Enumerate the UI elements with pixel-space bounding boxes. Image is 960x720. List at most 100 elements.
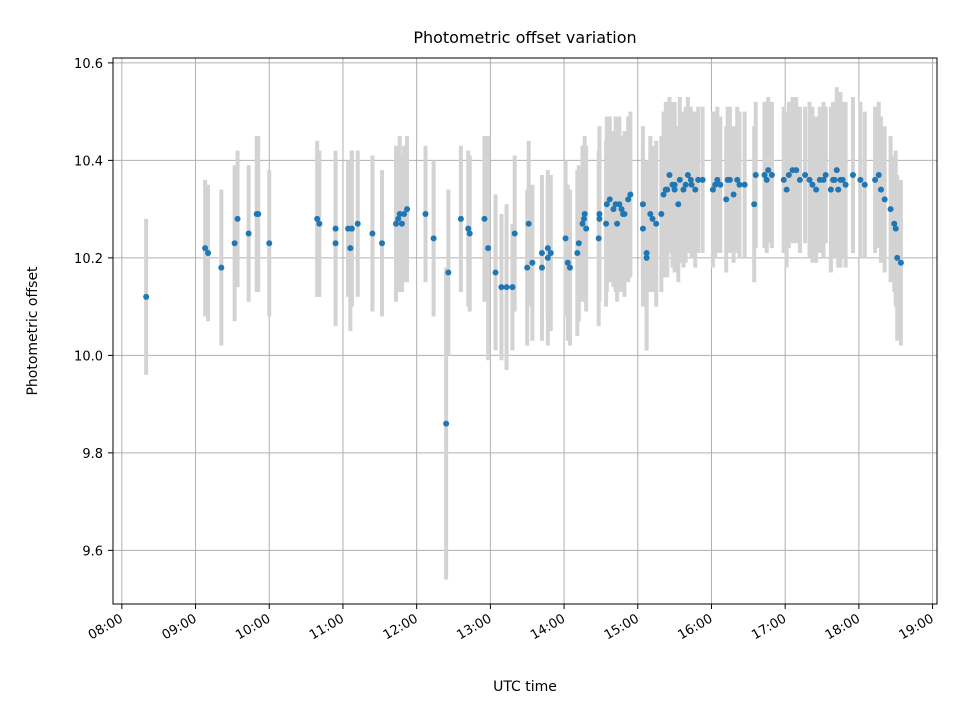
data-point <box>332 225 339 232</box>
data-point <box>734 176 741 183</box>
data-point <box>881 196 888 203</box>
data-point <box>404 206 411 213</box>
data-point <box>765 167 772 174</box>
data-point <box>835 186 842 193</box>
data-point <box>544 245 551 252</box>
y-tick-label: 10.2 <box>74 252 103 267</box>
x-axis-label: UTC time <box>493 679 557 695</box>
data-point <box>393 220 400 227</box>
data-point <box>793 167 800 174</box>
data-point <box>445 269 452 276</box>
data-point <box>780 176 787 183</box>
data-point <box>831 176 838 183</box>
data-point <box>143 293 150 300</box>
data-point <box>316 220 323 227</box>
y-tick-label: 9.8 <box>82 447 103 462</box>
data-point <box>813 186 820 193</box>
data-point <box>492 269 499 276</box>
data-point <box>574 250 581 256</box>
data-point <box>575 240 582 247</box>
data-point <box>205 250 212 256</box>
data-point <box>596 211 603 217</box>
data-point <box>354 220 361 227</box>
data-point <box>675 201 682 208</box>
data-point <box>639 225 646 232</box>
data-point <box>511 230 518 237</box>
data-point <box>606 196 613 203</box>
data-point <box>614 220 621 227</box>
data-point <box>457 215 464 222</box>
data-point <box>877 186 884 193</box>
y-tick-label: 10.0 <box>74 349 103 364</box>
data-point <box>827 186 834 193</box>
data-point <box>466 230 473 237</box>
data-point <box>833 167 840 174</box>
data-point <box>783 186 790 193</box>
data-point <box>627 191 634 198</box>
data-point <box>596 215 603 222</box>
data-point <box>820 176 827 183</box>
data-point <box>839 176 846 183</box>
data-point <box>658 211 665 217</box>
data-point <box>369 230 376 237</box>
data-point <box>566 264 573 271</box>
data-point <box>692 186 699 193</box>
data-point <box>332 240 339 247</box>
data-point <box>348 225 355 232</box>
data-point <box>809 181 816 188</box>
data-point <box>255 211 262 217</box>
data-point <box>465 225 472 232</box>
data-point <box>621 211 628 217</box>
data-point <box>649 215 656 222</box>
data-point <box>538 250 545 256</box>
data-point <box>671 186 678 193</box>
data-point <box>741 181 748 188</box>
data-point <box>660 191 667 198</box>
data-point <box>666 172 673 178</box>
data-point <box>509 284 516 291</box>
y-tick-label: 10.6 <box>74 57 103 72</box>
y-tick-label: 9.6 <box>82 544 103 559</box>
data-point <box>498 284 505 291</box>
data-point <box>231 240 238 247</box>
data-point <box>714 176 721 183</box>
data-point <box>736 181 743 188</box>
data-point <box>430 235 437 242</box>
data-point <box>639 201 646 208</box>
data-point <box>481 215 488 222</box>
data-point <box>347 245 354 252</box>
data-point <box>726 176 733 183</box>
data-point <box>603 220 610 227</box>
data-point <box>218 264 225 271</box>
data-point <box>806 176 813 183</box>
data-point <box>763 176 770 183</box>
data-point <box>485 245 492 252</box>
data-point <box>842 181 849 188</box>
data-point <box>849 172 856 178</box>
data-point <box>618 206 625 213</box>
data-point <box>580 215 587 222</box>
data-point <box>503 284 510 291</box>
data-point <box>802 172 809 178</box>
data-point <box>822 172 829 178</box>
data-point <box>245 230 252 237</box>
data-point <box>379 240 386 247</box>
data-point <box>751 201 758 208</box>
data-point <box>581 211 588 217</box>
y-axis-label: Photometric offset <box>25 266 41 396</box>
data-point <box>676 176 683 183</box>
data-point <box>579 220 586 227</box>
data-point <box>695 176 702 183</box>
data-point <box>712 181 719 188</box>
y-tick-label: 10.4 <box>74 154 103 169</box>
data-point <box>443 420 450 427</box>
data-point <box>875 172 882 178</box>
data-point <box>887 206 894 213</box>
data-point <box>625 196 632 203</box>
data-point <box>603 201 610 208</box>
data-point <box>653 220 660 227</box>
data-point <box>616 201 623 208</box>
data-point <box>796 176 803 183</box>
data-point <box>761 172 768 178</box>
